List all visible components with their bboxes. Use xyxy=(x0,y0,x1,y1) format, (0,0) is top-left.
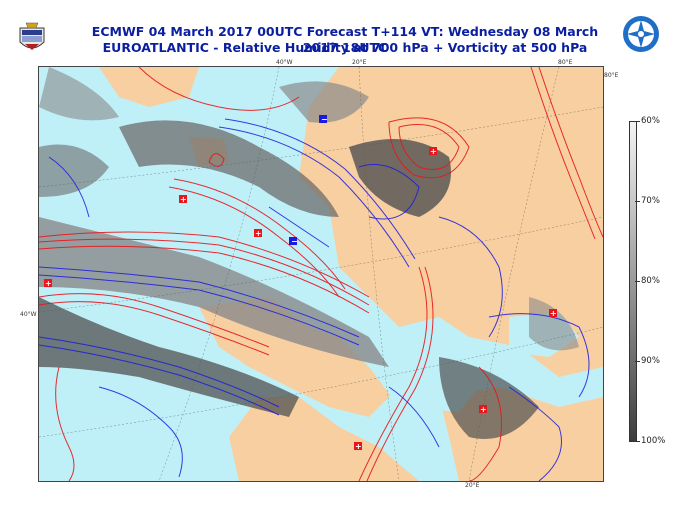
grid-label-top-80e: 80°E xyxy=(558,59,573,66)
humidity-shading xyxy=(39,67,579,439)
colorbar-tick xyxy=(635,281,640,282)
colorbar-tick xyxy=(635,441,640,442)
svg-text:+: + xyxy=(550,309,557,318)
svg-text:−: − xyxy=(291,237,298,246)
vorticity-centers: + + + + + + + − − xyxy=(44,115,557,451)
map-canvas: + + + + + + + − − xyxy=(39,67,603,481)
svg-text:+: + xyxy=(180,195,187,204)
svg-text:+: + xyxy=(430,147,437,156)
colorbar-label-80: 80% xyxy=(641,276,660,286)
field-subtitle: EUROATLANTIC - Relative Humidity at 700 … xyxy=(102,40,588,55)
colorbar-label-70: 70% xyxy=(641,196,660,206)
colorbar-label-90: 90% xyxy=(641,356,660,366)
colorbar-label-60: 60% xyxy=(641,116,660,126)
svg-text:+: + xyxy=(45,279,52,288)
air-force-crest-icon xyxy=(19,22,45,50)
grid-label-left-40w: 40°W xyxy=(20,311,37,318)
grid-label-right-80e: 80°E xyxy=(604,72,619,79)
compass-emblem-icon xyxy=(623,16,659,52)
vorticity-positive-contours xyxy=(39,67,603,481)
grid-label-top-40w: 40°W xyxy=(276,59,293,66)
svg-text:−: − xyxy=(321,115,328,124)
colorbar-label-100: 100% xyxy=(641,436,666,446)
grid-label-bottom-20e: 20°E xyxy=(465,482,480,489)
svg-text:+: + xyxy=(480,405,487,414)
colorbar-tick xyxy=(635,121,640,122)
grid-label-top-20e: 20°E xyxy=(352,59,367,66)
svg-text:+: + xyxy=(255,229,262,238)
graticule-lines xyxy=(39,67,603,481)
humidity-colorbar xyxy=(629,121,637,442)
colorbar-tick xyxy=(635,201,640,202)
forecast-title: ECMWF 04 March 2017 00UTC Forecast T+114… xyxy=(91,24,599,55)
svg-text:+: + xyxy=(355,442,362,451)
colorbar-tick xyxy=(635,361,640,362)
weather-map: + + + + + + + − − xyxy=(38,66,604,482)
